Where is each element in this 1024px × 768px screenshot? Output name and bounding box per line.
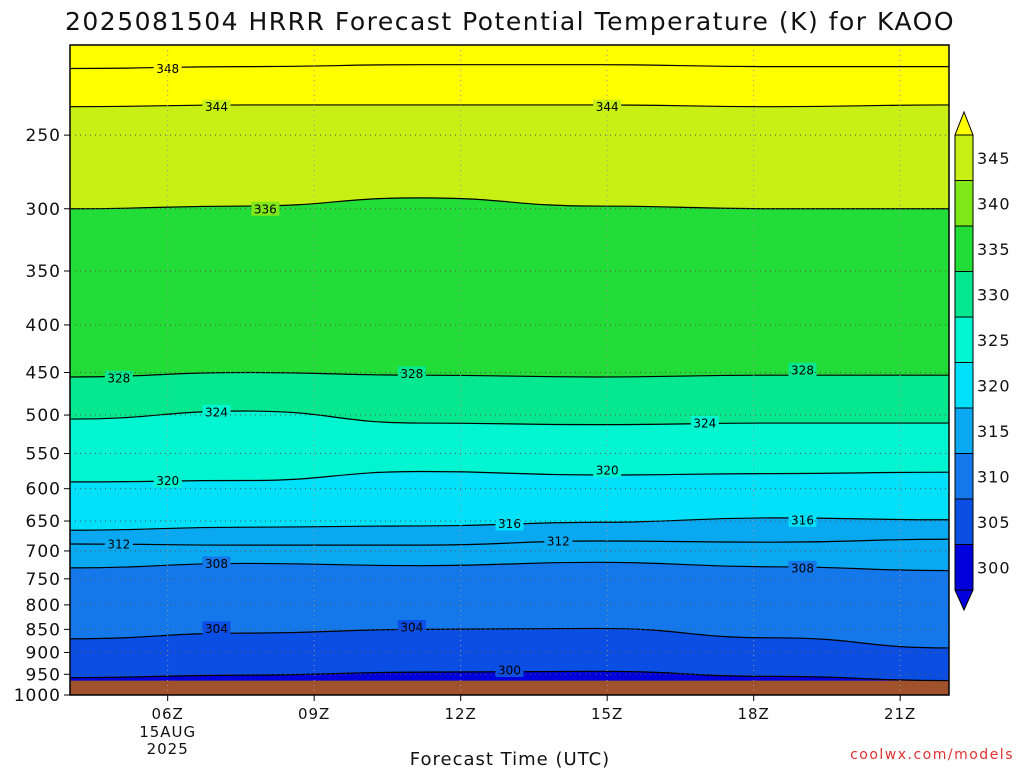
contour-label: 316 [791, 513, 814, 527]
contour-label: 300 [498, 664, 521, 678]
contour-label: 328 [400, 367, 423, 381]
y-tick-label: 550 [26, 445, 61, 465]
contour-label: 324 [693, 417, 716, 431]
contour-label-bg [495, 516, 524, 531]
contour-label: 328 [791, 363, 814, 377]
contour-label-bg [202, 99, 231, 114]
colorbar-segment [954, 407, 974, 454]
contour-label: 308 [791, 561, 814, 575]
contour-label-bg [788, 560, 817, 575]
isentrope-312 [70, 538, 949, 546]
y-tick-label: 950 [26, 665, 61, 685]
y-tick-label: 450 [26, 364, 61, 384]
chart-title: 2025081504 HRRR Forecast Potential Tempe… [65, 7, 955, 36]
contour-label-bg [544, 534, 573, 549]
grid-lines [70, 45, 949, 696]
colorbar-label: 300 [977, 558, 1011, 577]
y-tick-label: 350 [26, 262, 61, 282]
isentrope-348 [70, 64, 949, 70]
y-tick-label: 900 [26, 643, 61, 663]
colorbar-segment [954, 271, 974, 318]
colorbar-label: 340 [977, 194, 1011, 213]
contour-label: 320 [156, 474, 179, 488]
y-axis: 250 300 350 400 450 500 550 600 650 700 750 800 850 9… [14, 126, 70, 706]
contour-label: 328 [107, 371, 130, 385]
colorbar: 345 340 335 330 325 320 315 310 305 300 [954, 110, 1011, 612]
colorbar-extend-bottom [954, 589, 974, 612]
contour-label: 344 [596, 100, 619, 114]
contour-label: 312 [107, 537, 130, 551]
contour-label-bg [788, 512, 817, 527]
colorbar-segment [954, 498, 974, 545]
x-tick-label: 21Z [884, 705, 916, 723]
x-tick-label: 06Z [151, 705, 183, 723]
colorbar-label: 335 [977, 240, 1011, 259]
colorbar-extend-top [954, 110, 974, 136]
x-tick-label: 15Z [591, 705, 623, 723]
x-tick-label: 09Z [298, 705, 330, 723]
y-tick-label: 600 [26, 480, 61, 500]
credit-text: coolwx.com/models [850, 747, 1014, 763]
colorbar-label: 310 [977, 467, 1011, 486]
plot-frame [69, 44, 950, 696]
y-tick-label: 400 [26, 316, 61, 336]
contour-label-bg [104, 536, 133, 551]
y-tick-label: 1000 [14, 686, 61, 706]
y-tick-label: 800 [26, 596, 61, 616]
y-tick-label: 750 [26, 570, 61, 590]
colorbar-segment [954, 180, 974, 227]
y-tick-label: 300 [26, 200, 61, 220]
contour-label-bg [397, 619, 426, 634]
contour-label: 308 [205, 557, 228, 571]
y-tick-label: 850 [26, 620, 61, 640]
x-tick-label: 18Z [737, 705, 769, 723]
colorbar-segment [954, 544, 974, 591]
y-tick-label: 650 [26, 512, 61, 532]
contour-label-bg [202, 621, 231, 636]
contour-label: 344 [205, 100, 228, 114]
contour-label-bg [495, 663, 524, 678]
y-tick-label: 500 [26, 406, 61, 426]
y-tick-label: 700 [26, 542, 61, 562]
colorbar-segment [954, 362, 974, 409]
ground-surface [70, 680, 949, 695]
colorbar-label: 330 [977, 285, 1011, 304]
contour-label-bg [153, 61, 182, 76]
colorbar-label: 345 [977, 149, 1011, 168]
colorbar-label: 320 [977, 376, 1011, 395]
colorbar-segment [954, 453, 974, 500]
contour-label: 316 [498, 517, 521, 531]
x-tick-sublabel: 15AUG [139, 723, 196, 741]
x-tick-label: 12Z [444, 705, 476, 723]
colorbar-segment [954, 134, 974, 181]
colorbar-label: 315 [977, 422, 1011, 441]
contour-label-bg [690, 416, 719, 431]
colorbar-label: 325 [977, 331, 1011, 350]
contour-label: 348 [156, 62, 179, 76]
colorbar-segment [954, 316, 974, 363]
contour-label: 304 [400, 620, 423, 634]
colorbar-label: 305 [977, 513, 1011, 532]
contour-label: 312 [547, 535, 570, 549]
isentrope-320 [70, 470, 949, 483]
contour-label-bg [202, 404, 231, 419]
contour-label-bg [788, 362, 817, 377]
contour-label: 304 [205, 622, 228, 636]
x-axis-label: Forecast Time (UTC) [410, 749, 610, 768]
y-tick-label: 250 [26, 126, 61, 146]
contour-label-bg [104, 370, 133, 385]
x-tick-sublabel: 2025 [147, 740, 189, 758]
colorbar-segment [954, 225, 974, 272]
contour-label: 324 [205, 405, 228, 419]
contour-label-bg [202, 556, 231, 571]
contour-label-bg [593, 99, 622, 114]
contour-label-bg [397, 366, 426, 381]
